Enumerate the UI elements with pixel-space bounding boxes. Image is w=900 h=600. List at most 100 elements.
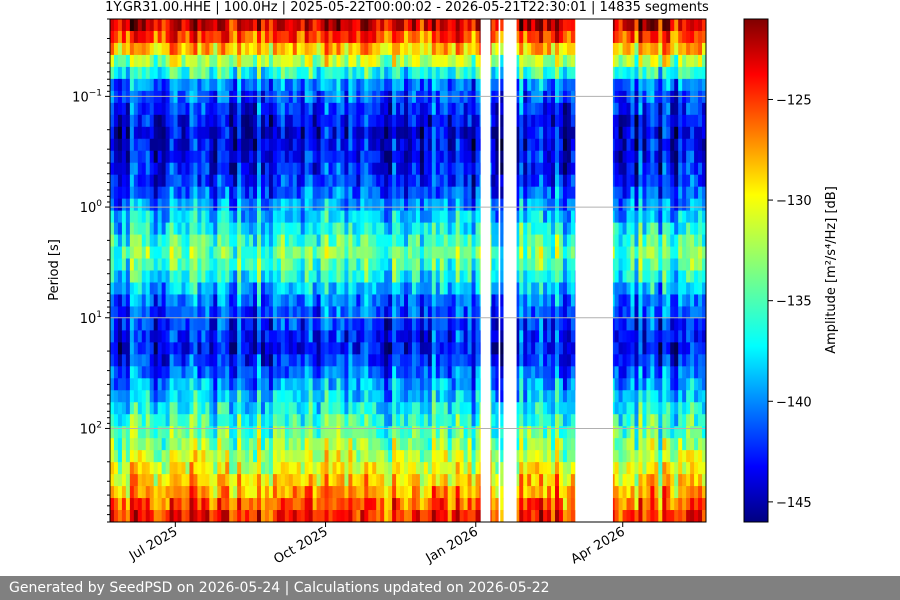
heatmap-cell	[352, 150, 357, 164]
heatmap-cell	[539, 258, 544, 272]
heatmap-cell	[304, 222, 310, 236]
heatmap-cell	[459, 30, 465, 44]
heatmap-cell	[300, 378, 306, 391]
heatmap-cell	[344, 102, 349, 116]
heatmap-cell	[396, 222, 401, 236]
heatmap-cell	[388, 222, 393, 236]
heatmap-cell	[225, 270, 230, 284]
heatmap-cell	[284, 450, 290, 463]
heatmap-cell	[157, 330, 163, 343]
heatmap-cell	[141, 54, 147, 68]
heatmap-cell	[197, 90, 202, 104]
heatmap-cell	[149, 390, 155, 403]
heatmap-cell	[316, 186, 322, 200]
heatmap-cell	[308, 366, 314, 379]
heatmap-cell	[404, 66, 409, 80]
heatmap-cell	[328, 138, 334, 152]
heatmap-cell	[324, 102, 330, 116]
heatmap-cell	[384, 19, 389, 32]
heatmap-cell	[133, 19, 139, 32]
heatmap-cell	[543, 402, 548, 415]
heatmap-cell	[257, 174, 262, 188]
heatmap-cell	[439, 486, 445, 499]
heatmap-cell	[352, 486, 357, 499]
heatmap-cell	[451, 366, 457, 379]
heatmap-cell	[562, 210, 568, 224]
heatmap-cell	[161, 426, 167, 439]
heatmap-cell	[260, 378, 266, 391]
heatmap-cell	[312, 258, 318, 272]
heatmap-cell	[356, 498, 361, 511]
heatmap-cell	[121, 390, 127, 403]
heatmap-cell	[380, 414, 385, 427]
heatmap-cell	[352, 234, 357, 248]
heatmap-cell	[360, 102, 365, 116]
heatmap-cell	[237, 198, 242, 212]
heatmap-cell	[558, 330, 564, 343]
heatmap-cell	[491, 462, 497, 475]
heatmap-cell	[451, 354, 457, 367]
heatmap-cell	[225, 174, 230, 188]
heatmap-cell	[423, 222, 429, 236]
heatmap-cell	[459, 390, 465, 403]
heatmap-cell	[368, 234, 373, 248]
heatmap-cell	[264, 306, 270, 320]
heatmap-cell	[364, 510, 369, 522]
heatmap-cell	[121, 282, 127, 296]
heatmap-cell	[364, 138, 369, 152]
heatmap-cell	[264, 78, 270, 92]
heatmap-cell	[169, 270, 175, 284]
heatmap-cell	[312, 246, 318, 260]
heatmap-cell	[213, 342, 218, 355]
heatmap-cell	[177, 19, 183, 32]
heatmap-cell	[129, 78, 135, 92]
heatmap-cell	[157, 402, 163, 415]
heatmap-cell	[535, 162, 540, 176]
heatmap-cell	[376, 186, 381, 200]
heatmap-cell	[551, 438, 556, 451]
heatmap-cell	[129, 258, 135, 272]
heatmap-cell	[531, 354, 536, 367]
heatmap-cell	[535, 306, 540, 320]
heatmap-cell	[185, 366, 191, 379]
heatmap-cell	[388, 198, 393, 212]
heatmap-cell	[312, 306, 318, 320]
heatmap-cell	[384, 462, 389, 475]
heatmap-cell	[558, 210, 564, 224]
heatmap-cell	[225, 186, 230, 200]
heatmap-cell	[376, 426, 381, 439]
heatmap-cell	[165, 390, 171, 403]
heatmap-cell	[149, 210, 155, 224]
heatmap-cell	[249, 354, 254, 367]
heatmap-cell	[197, 402, 202, 415]
heatmap-cell	[268, 162, 274, 176]
heatmap-cell	[157, 258, 163, 272]
heatmap-cell	[467, 126, 473, 140]
heatmap-cell	[475, 234, 481, 248]
heatmap-cell	[129, 90, 135, 104]
heatmap-cell	[491, 354, 497, 367]
heatmap-cell	[328, 174, 334, 188]
heatmap-cell	[400, 306, 405, 320]
heatmap-cell	[356, 426, 361, 439]
heatmap-cell	[121, 30, 127, 44]
heatmap-cell	[431, 66, 437, 80]
heatmap-cell	[221, 306, 226, 320]
heatmap-cell	[260, 186, 266, 200]
heatmap-cell	[547, 114, 552, 128]
heatmap-cell	[185, 150, 191, 164]
heatmap-cell	[237, 282, 242, 296]
heatmap-cell	[332, 234, 338, 248]
heatmap-cell	[435, 186, 441, 200]
heatmap-cell	[249, 486, 254, 499]
heatmap-cell	[475, 19, 481, 32]
heatmap-cell	[562, 282, 568, 296]
heatmap-cell	[340, 210, 346, 224]
heatmap-cell	[141, 486, 147, 499]
heatmap-cell	[153, 162, 159, 176]
heatmap-cell	[113, 498, 119, 511]
heatmap-cell	[467, 78, 473, 92]
heatmap-cell	[539, 150, 544, 164]
heatmap-cell	[189, 258, 195, 272]
heatmap-cell	[288, 486, 294, 499]
